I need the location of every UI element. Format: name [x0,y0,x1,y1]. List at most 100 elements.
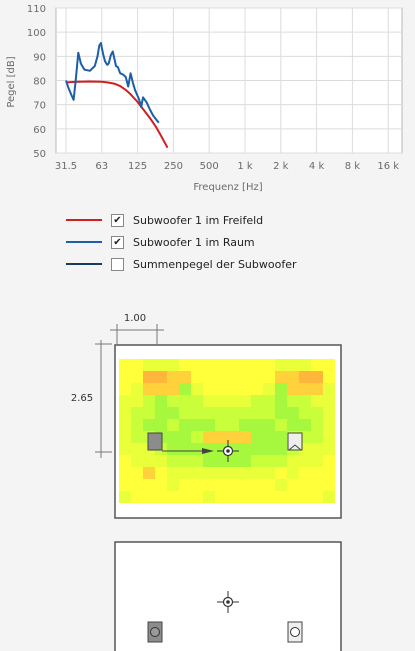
heatmap-cell [167,419,179,431]
heatmap-cell [167,407,179,419]
heatmap-cell [131,383,143,395]
heatmap-cell [287,383,299,395]
y-tick-label: 70 [33,101,46,112]
y-tick-label: 110 [27,4,46,15]
heatmap-cell [191,407,203,419]
heatmap-cell [275,443,287,455]
heatmap-cell [179,359,191,371]
heatmap-cell [131,395,143,407]
heatmap-cell [167,371,179,383]
heatmap-cell [119,407,131,419]
legend-checkbox[interactable]: ✔ [111,213,124,227]
heatmap-cell [155,455,167,467]
heatmap-cell [239,443,251,455]
heatmap-cell [275,407,287,419]
heatmap-cell [275,479,287,491]
heatmap-cell [311,455,323,467]
heatmap-cell [323,359,335,371]
heatmap-cell [227,479,239,491]
subwoofer-2-bottom[interactable] [287,621,303,643]
heatmap-cell [119,371,131,383]
heatmap-cell [191,443,203,455]
x-tick-label: 250 [164,161,183,172]
legend-item-freifeld[interactable]: ✔ Subwoofer 1 im Freifeld [66,209,297,231]
heatmap-cell [215,359,227,371]
heatmap-cell [251,491,263,503]
heatmap-cell [323,407,335,419]
heatmap-cell [251,371,263,383]
heatmap-cell [179,431,191,443]
heatmap-cell [263,479,275,491]
heatmap-cell [155,371,167,383]
heatmap-cell [299,395,311,407]
heatmap-cell [179,479,191,491]
x-tick-label: 63 [95,161,108,172]
heatmap-cell [299,359,311,371]
y-tick-label: 100 [27,28,46,39]
x-tick-label: 1 k [237,161,253,172]
heatmap-cell [179,443,191,455]
heatmap-cell [155,467,167,479]
y-axis-label: Pegel [dB] [6,56,17,107]
heatmap-cell [287,479,299,491]
heatmap-cell [155,383,167,395]
heatmap-cell [155,395,167,407]
heatmap-cell [191,395,203,407]
heatmap-cell [323,455,335,467]
heatmap-cell [167,455,179,467]
y-tick-label: 90 [33,52,46,63]
heatmap-cell [275,467,287,479]
heatmap-cell [131,407,143,419]
heatmap-cell [143,371,155,383]
heatmap-cell [191,467,203,479]
legend-item-raum[interactable]: ✔ Subwoofer 1 im Raum [66,231,297,253]
heatmap-cell [203,455,215,467]
heatmap-cell [323,467,335,479]
heatmap-cell [227,383,239,395]
heatmap-cell [299,419,311,431]
heatmap-cell [239,407,251,419]
heatmap-cell [275,371,287,383]
heatmap-cell [263,455,275,467]
listener-position-bottom[interactable] [217,591,239,613]
chart-legend: ✔ Subwoofer 1 im Freifeld ✔ Subwoofer 1 … [66,209,297,275]
heatmap-cell [179,383,191,395]
heatmap-cell [203,359,215,371]
heatmap-cell [251,455,263,467]
heatmap-cell [167,359,179,371]
heatmap-cell [179,419,191,431]
heatmap-cell [203,395,215,407]
listener-position-top[interactable] [217,440,239,462]
heatmap-cell [203,479,215,491]
heatmap-cell [131,371,143,383]
heatmap-cell [227,359,239,371]
heatmap-cell [287,407,299,419]
legend-swatch [66,219,102,221]
heatmap-cell [119,383,131,395]
subwoofer-2[interactable] [287,432,303,451]
heatmap-cell [179,467,191,479]
x-tick-label: 31.5 [55,161,77,172]
heatmap-cell [263,383,275,395]
heatmap-cell [239,491,251,503]
legend-checkbox[interactable] [111,257,124,271]
dimension-width [110,324,164,344]
room-view: 1.00 2.65 [71,313,342,651]
subwoofer-1-bottom[interactable] [147,621,163,643]
heatmap-cell [311,395,323,407]
heatmap-cell [131,455,143,467]
legend-checkbox[interactable]: ✔ [111,235,124,249]
heatmap-cell [239,455,251,467]
legend-item-summenpegel[interactable]: Summenpegel der Subwoofer [66,253,297,275]
heatmap-cell [251,443,263,455]
heatmap-cell [263,371,275,383]
heatmap-cell [263,431,275,443]
dimension-depth-label: 2.65 [71,393,93,404]
heatmap-cell [311,371,323,383]
heatmap-cell [167,491,179,503]
heatmap-cell [251,467,263,479]
heatmap-cell [215,383,227,395]
heatmap-cell [263,395,275,407]
subwoofer-1[interactable] [147,432,163,451]
heatmap-cell [227,431,239,443]
